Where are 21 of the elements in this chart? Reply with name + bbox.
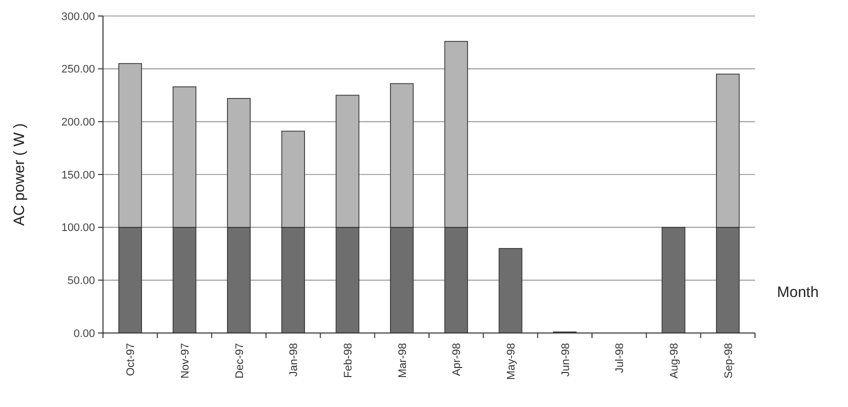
y-tick-label: 100.00	[61, 222, 95, 234]
y-tick-label: 50.00	[67, 275, 95, 288]
y-axis-title: AC power ( W )	[11, 123, 28, 226]
x-tick-label: Nov-97	[180, 343, 192, 378]
x-tick-label: Aug-98	[668, 343, 680, 378]
x-tick-label: Jan-98	[288, 343, 300, 377]
x-tick-label: May-98	[506, 343, 518, 380]
y-tick-label: 250.00	[61, 64, 95, 76]
y-tick-label: 200.00	[61, 116, 95, 129]
x-axis-title: Month	[777, 284, 819, 301]
x-tick-label: Mar-98	[396, 343, 409, 378]
x-tick-label: Apr-98	[451, 343, 464, 376]
x-tick-label: Dec-97	[234, 343, 246, 378]
x-tick-label: Feb-98	[342, 343, 354, 378]
y-tick-label: 0.00	[74, 328, 95, 340]
x-tick-label: Sep-98	[722, 343, 735, 378]
x-tick-label: Jun-98	[560, 343, 572, 377]
y-tick-label: 150.00	[61, 169, 95, 182]
x-tick-label: Jul-98	[614, 343, 626, 373]
y-tick-label: 300.00	[61, 10, 95, 23]
x-tick-label: Oct-97	[125, 343, 138, 376]
